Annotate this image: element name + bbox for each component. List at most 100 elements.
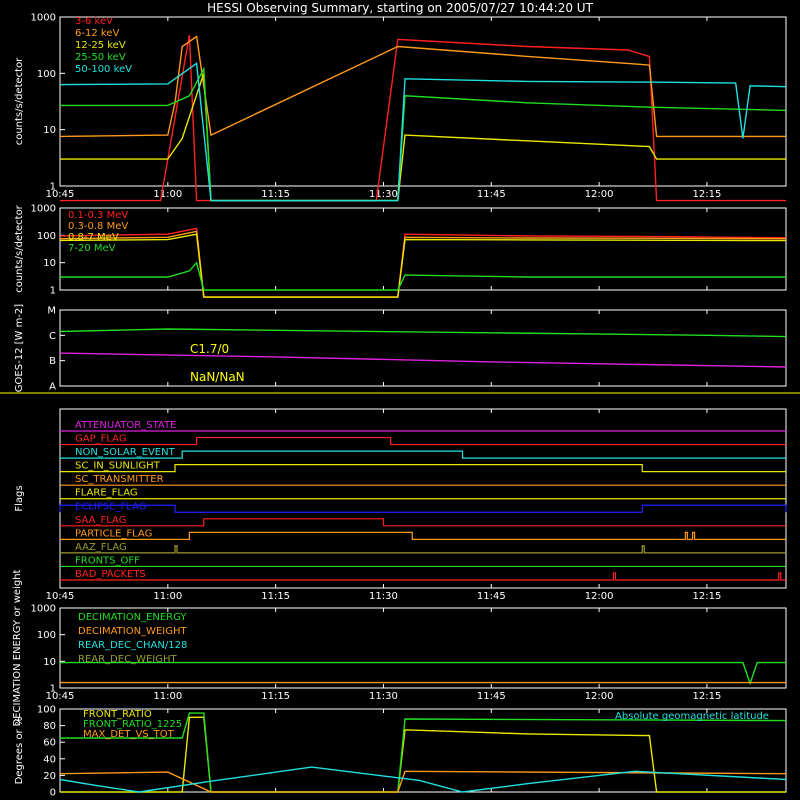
ratios-ylabel: Degrees or % <box>14 717 25 785</box>
flag-label-particle-flag: PARTICLE_FLAG <box>75 528 152 539</box>
lightcurves-frame <box>59 16 787 187</box>
flag-line-bad-packets <box>60 572 786 581</box>
ratios-ytick-label: 40 <box>43 754 56 765</box>
lightcurves-xtick-label: 11:30 <box>369 189 398 200</box>
decimation-xtick-label: 10:45 <box>46 691 75 702</box>
decimation-ytick-label: 100 <box>37 630 56 641</box>
ratios-ytick-label: 0 <box>50 788 56 799</box>
decimation-xtick-label: 12:00 <box>585 691 614 702</box>
ratios-legend-max-det-vs-tot: MAX_DET_VS_TOT <box>83 729 175 740</box>
flag-line-saa-flag <box>60 518 786 527</box>
flag-line-non-solar-event <box>60 450 786 459</box>
flag-label-aaz-flag: AAZ_FLAG <box>75 542 127 553</box>
lightcurves-xtick-label: 12:15 <box>693 189 722 200</box>
ratios-ytick-label: 20 <box>43 771 56 782</box>
high-energy-legend-0-3-0-8-mev: 0.3-0.8 MeV <box>68 221 128 232</box>
goes-series-0-5-4-a <box>59 352 787 368</box>
lightcurves-ytick-label: 100 <box>37 69 56 80</box>
decimation-xtick-label: 11:15 <box>261 691 290 702</box>
lightcurves-legend-25-50-kev: 25-50 keV <box>75 52 126 63</box>
lightcurves-legend-3-6-kev: 3-6 keV <box>75 16 113 27</box>
flag-label-eclipse-flag: ECLIPSE_FLAG <box>75 501 146 512</box>
high-energy-ylabel: counts/s/detector <box>14 204 25 292</box>
ratios-series: FRONT_RATIOFRONT_RATIO_1225MAX_DET_VS_TO… <box>59 709 787 793</box>
flag-label-attenuator-state: ATTENUATOR_STATE <box>75 420 176 431</box>
high-energy-legend-7-20-mev: 7-20 MeV <box>68 243 116 254</box>
ratios-legend-front-ratio-1225: FRONT_RATIO_1225 <box>83 719 182 730</box>
ratios-legend-front-ratio: FRONT_RATIO <box>83 709 152 720</box>
lightcurves-legend-6-12-kev: 6-12 keV <box>75 28 119 39</box>
decimation-legend-rear-dec-weight: REAR_DEC_WEIGHT <box>78 654 177 665</box>
high-energy-frame <box>59 207 787 291</box>
flag-label-flare-flag: FLARE_FLAG <box>75 488 138 499</box>
ratios-frame <box>59 708 787 793</box>
high-energy-ytick-label: 10 <box>43 258 56 269</box>
goes-annotation: NaN/NaN <box>190 370 245 384</box>
goes-frame <box>59 309 787 387</box>
ratios-axes: 0 20 40 60 80 100 Degrees or % <box>14 705 787 799</box>
flags-rows: ATTENUATOR_STATE GAP_FLAG NON_SOLAR_EVENT S… <box>59 420 787 581</box>
flags-xtick-label: 12:15 <box>693 591 722 602</box>
flag-line-aaz-flag <box>60 545 786 554</box>
flag-label-sc-in-sunlight: SC_IN_SUNLIGHT <box>75 461 161 472</box>
high-energy-ytick-label: 1000 <box>31 204 56 215</box>
ratios-ytick-label: 80 <box>43 721 56 732</box>
decimation-legend-decimation-weight: DECIMATION_WEIGHT <box>78 626 187 637</box>
lightcurves-xtick-label: 12:00 <box>585 189 614 200</box>
lightcurves-series-50-100-kev <box>59 62 787 202</box>
ratios-series-front-ratio-1225 <box>60 712 787 793</box>
decimation-legend-decimation-energy: DECIMATION_ENERGY <box>78 612 187 623</box>
ratios-series-max-det-vs-tot <box>59 770 787 793</box>
goes-ytick-label: M <box>47 306 56 317</box>
flag-label-bad-packets: BAD_PACKETS <box>75 569 146 580</box>
decimation-ylabel: DECIMATION ENERGY or weight <box>12 569 23 726</box>
decimation-ytick-label: 10 <box>43 657 56 668</box>
lightcurves-xtick-label: 11:45 <box>477 189 506 200</box>
flags-ylabel: Flags <box>14 485 25 511</box>
flag-line-particle-flag <box>60 531 786 540</box>
flag-label-non-solar-event: NON_SOLAR_EVENT <box>75 447 176 458</box>
ratios-ytick-label: 60 <box>43 738 56 749</box>
decimation-legend-rear-dec-chan-128: REAR_DEC_CHAN/128 <box>78 640 187 651</box>
decimation-xtick-label: 12:15 <box>693 691 722 702</box>
lightcurves-legend-50-100-kev: 50-100 keV <box>75 64 132 75</box>
lightcurves-xtick-label: 10:45 <box>46 189 75 200</box>
flag-label-gap-flag: GAP_FLAG <box>75 434 127 445</box>
flag-line-sc-in-sunlight <box>60 464 786 473</box>
flag-label-sc-transmitter: SC_TRANSMITTER <box>75 474 164 485</box>
flags-xtick-label: 10:45 <box>46 591 75 602</box>
decimation-ytick-label: 1000 <box>31 604 56 615</box>
lightcurves-xtick-label: 11:15 <box>261 189 290 200</box>
high-energy-series-7-20-mev <box>60 261 786 291</box>
decimation-xtick-label: 11:30 <box>369 691 398 702</box>
flags-xtick-label: 11:30 <box>369 591 398 602</box>
goes-series <box>59 328 787 368</box>
plot-title: HESSI Observing Summary, starting on 200… <box>207 1 593 15</box>
lightcurves-series-6-12-kev <box>59 35 786 138</box>
high-energy-axes: 1 10 100 1000 counts/s/detector <box>14 204 787 297</box>
decimation-series: DECIMATION_ENERGY DECIMATION_WEIGHT REAR_D… <box>60 612 786 686</box>
lightcurves-ytick-label: 1 <box>50 182 56 193</box>
panels: 10:45 11:00 11:15 11:30 11:45 12:00 12:1511010… <box>12 13 787 799</box>
goes-ytick-label: A <box>49 382 56 393</box>
decimation-frame <box>59 607 787 689</box>
high-energy-ytick-label: 1 <box>50 286 56 297</box>
lightcurves-ylabel: counts/s/detector <box>14 57 25 145</box>
goes-axes: A B C M GOES-12 [W m-2] <box>14 304 787 393</box>
ratios-ytick-label: 100 <box>37 705 56 716</box>
ratios-legend-absolute-geomagnetic-latitude: Absolute geomagnetic latitude <box>615 711 769 722</box>
goes-ytick-label: B <box>49 356 56 367</box>
lightcurves-ytick-label: 1000 <box>31 13 56 24</box>
lightcurves-xtick-label: 11:00 <box>153 189 182 200</box>
high-energy-legend-0-8-7-mev: 0.8-7 MeV <box>68 232 119 243</box>
decimation-xtick-label: 11:45 <box>477 691 506 702</box>
goes-annotation: C1.7/0 <box>190 342 229 356</box>
flag-label-saa-flag: SAA_FLAG <box>75 515 126 526</box>
goes-ylabel: GOES-12 [W m-2] <box>14 304 25 392</box>
flags-xtick-label: 11:00 <box>153 591 182 602</box>
lightcurves-axes: 10:45 11:00 11:15 11:30 11:45 12:00 12:15 1 10 10… <box>14 13 787 200</box>
